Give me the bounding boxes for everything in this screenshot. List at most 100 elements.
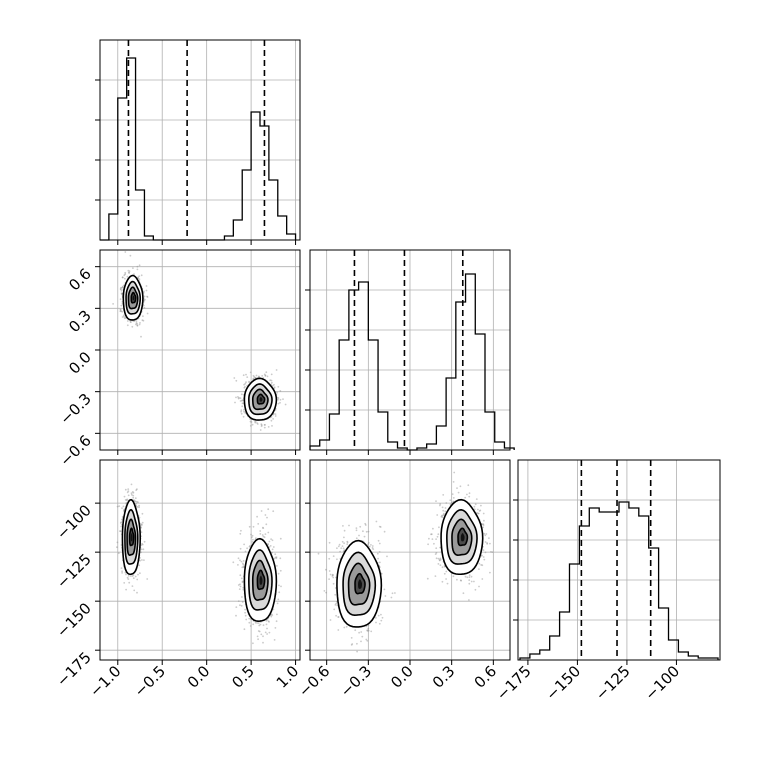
sample-point [383, 588, 386, 591]
sample-point [384, 595, 387, 597]
sample-point [242, 586, 245, 589]
sample-point [245, 381, 247, 384]
sample-point [367, 627, 370, 630]
sample-point [120, 521, 123, 524]
sample-point [370, 630, 373, 633]
sample-point [120, 292, 123, 295]
sample-point [377, 557, 379, 560]
sample-point [240, 412, 243, 415]
sample-point [375, 617, 377, 619]
sample-point [244, 611, 247, 614]
sample-point [371, 545, 374, 547]
sample-point [252, 538, 254, 541]
sample-point [265, 371, 268, 374]
sample-point [366, 630, 369, 632]
sample-point [480, 504, 482, 507]
sample-point [237, 564, 239, 566]
sample-point [254, 420, 256, 423]
sample-point [348, 524, 350, 527]
sample-point [328, 541, 331, 544]
sample-point [133, 499, 135, 501]
sample-point [249, 371, 252, 374]
contour-line [354, 572, 366, 595]
sample-point [265, 523, 268, 526]
sample-point [144, 298, 146, 301]
sample-point [137, 501, 139, 504]
sample-point [264, 375, 267, 377]
sample-point [334, 593, 337, 596]
sample-point [468, 574, 471, 577]
sample-point [264, 533, 267, 535]
histogram-bars-2 [519, 501, 719, 660]
sample-point [279, 401, 281, 404]
histogram-panel-1 [305, 249, 515, 455]
sample-point [328, 570, 331, 572]
sample-point [269, 379, 272, 382]
sample-point [394, 592, 396, 594]
sample-point [140, 335, 142, 338]
sample-point [123, 582, 126, 584]
sample-point [258, 375, 260, 378]
sample-point [332, 582, 335, 585]
sample-point [328, 578, 330, 580]
sample-point [119, 288, 122, 290]
sample-point [477, 512, 480, 515]
sample-point [468, 576, 471, 579]
sample-point [367, 543, 369, 546]
sample-point [354, 629, 357, 632]
sample-point [350, 637, 353, 639]
sample-point [260, 425, 263, 428]
sample-point [270, 419, 273, 422]
sample-point [128, 581, 131, 584]
sample-point [271, 548, 274, 551]
sample-point [272, 510, 275, 513]
sample-point [239, 547, 242, 550]
density-peak [130, 533, 133, 542]
sample-point [138, 504, 141, 507]
sample-point [243, 628, 246, 631]
sample-point [143, 290, 145, 293]
sample-point [365, 530, 368, 533]
y-tick-label: −0.6 [56, 431, 94, 469]
sample-point [124, 251, 127, 253]
sample-point [345, 625, 348, 628]
sample-point [136, 506, 139, 508]
contour-line [336, 539, 383, 628]
sample-point [126, 324, 129, 327]
sample-point [328, 557, 331, 560]
sample-point [241, 402, 244, 405]
sample-point [482, 556, 485, 558]
sample-point [235, 614, 237, 617]
density-peak [259, 397, 263, 402]
sample-point [356, 650, 358, 653]
sample-point [120, 287, 123, 289]
sample-point [116, 541, 119, 544]
sample-point [240, 529, 242, 532]
sample-point [434, 575, 437, 577]
sample-point [239, 400, 242, 402]
contour-line [124, 508, 139, 565]
sample-point [486, 542, 488, 544]
sample-point [343, 626, 346, 629]
sample-point [482, 549, 485, 551]
sample-point [140, 523, 143, 526]
sample-point [268, 631, 271, 634]
sample-point [362, 530, 364, 533]
sample-point [124, 271, 127, 274]
sample-point [237, 557, 240, 560]
sample-point [481, 564, 484, 567]
sample-point [331, 573, 334, 576]
sample-point [244, 412, 247, 415]
sample-point [133, 589, 136, 592]
sample-point [138, 264, 141, 267]
sample-point [279, 557, 282, 560]
sample-point [251, 534, 254, 537]
sample-point [127, 490, 130, 492]
sample-point [240, 577, 243, 580]
sample-point [252, 642, 254, 645]
sample-point [238, 396, 240, 399]
sample-point [240, 410, 243, 413]
sample-point [456, 487, 458, 489]
sample-point [259, 530, 262, 532]
